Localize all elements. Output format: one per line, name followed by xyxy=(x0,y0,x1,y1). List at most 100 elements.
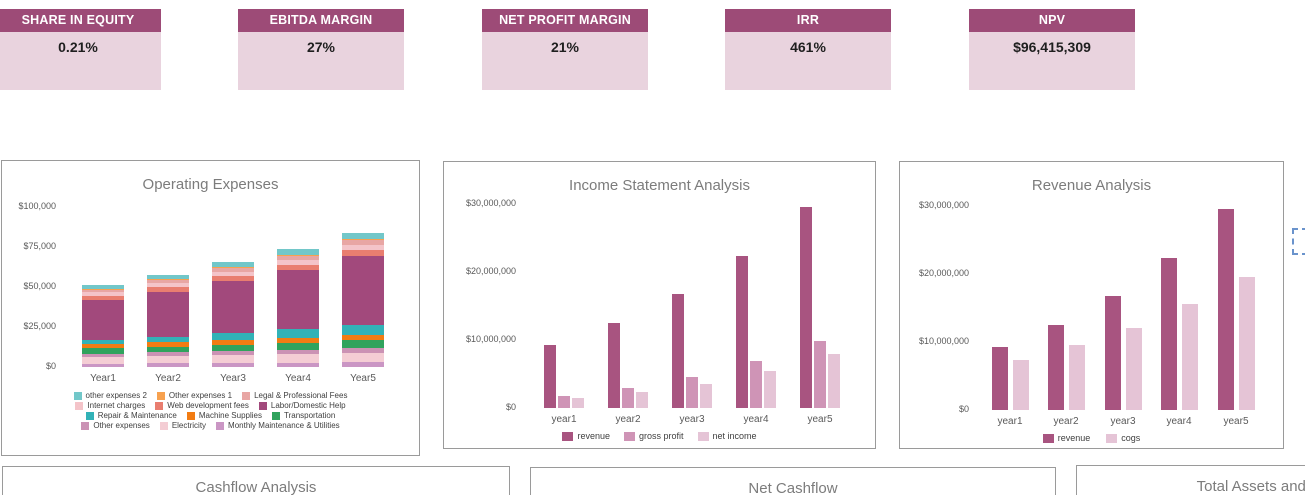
legend-item: Other expenses xyxy=(81,421,150,430)
bar xyxy=(686,377,698,408)
legend-label: Monthly Maintenance & Utilities xyxy=(228,421,340,430)
bar-segment xyxy=(277,337,319,343)
legend-item: Labor/Domestic Help xyxy=(258,401,346,410)
legend-label: cogs xyxy=(1121,433,1141,443)
y-tick-label: $30,000,000 xyxy=(465,198,516,208)
chart-operating-expenses[interactable]: Operating Expenses $100,000 $75,000 $50,00… xyxy=(1,160,420,456)
bar-segment xyxy=(342,334,384,340)
legend-label: Internet charges xyxy=(87,401,146,410)
bar-segment xyxy=(342,233,384,239)
bar-segment xyxy=(82,357,124,364)
legend-swatch-icon xyxy=(156,391,165,400)
x-axis-label: year5 xyxy=(1223,416,1249,427)
legend-item: revenue xyxy=(1042,433,1090,443)
chart-net-cashflow[interactable]: Net Cashflow xyxy=(530,467,1056,495)
bar-segment xyxy=(342,324,384,335)
kpi-card-npv[interactable]: NPV $96,415,309 xyxy=(969,9,1135,90)
kpi-title-net-profit-margin: NET PROFIT MARGIN xyxy=(482,9,648,32)
chart-cashflow-analysis[interactable]: Cashflow Analysis xyxy=(2,466,510,495)
y-tick-label: $50,000 xyxy=(23,281,56,291)
bar-segment xyxy=(147,278,189,280)
legend-label: net income xyxy=(712,431,757,441)
legend-item: net income xyxy=(697,431,757,441)
legend-swatch-icon xyxy=(186,411,195,420)
legend-item: Machine Supplies xyxy=(186,411,262,420)
legend-swatch-icon xyxy=(562,431,574,441)
bar-segment xyxy=(82,344,124,349)
legend-label: Labor/Domestic Help xyxy=(270,401,346,410)
legend-label: Machine Supplies xyxy=(198,411,262,420)
selection-outline xyxy=(1292,228,1305,255)
legend-item: revenue xyxy=(562,431,610,441)
legend: other expenses 2 Other expenses 1 Legal & … xyxy=(2,391,419,430)
kpi-card-net-profit-margin[interactable]: NET PROFIT MARGIN 21% xyxy=(482,9,648,90)
chart-income-statement-analysis[interactable]: Income Statement Analysis $30,000,000 $20… xyxy=(443,161,876,449)
x-axis-label: year1 xyxy=(551,414,577,425)
kpi-value-npv: $96,415,309 xyxy=(1013,39,1091,55)
legend-swatch-icon xyxy=(623,431,635,441)
legend-label: Other expenses xyxy=(93,421,150,430)
kpi-title-irr: IRR xyxy=(725,9,891,32)
bar xyxy=(636,392,648,408)
bar-segment xyxy=(82,295,124,301)
bar-segment xyxy=(82,288,124,290)
legend-item: Web development fees xyxy=(155,401,249,410)
legend-item: Monthly Maintenance & Utilities xyxy=(216,421,340,430)
legend-label: Web development fees xyxy=(167,401,249,410)
kpi-title-share-in-equity: SHARE IN EQUITY xyxy=(0,9,161,32)
bar-segment xyxy=(212,262,254,267)
bar-segment xyxy=(342,362,384,367)
kpi-card-irr[interactable]: IRR 461% xyxy=(725,9,891,90)
bar-segment xyxy=(212,350,254,356)
legend-swatch-icon xyxy=(1042,433,1054,443)
legend-label: other expenses 2 xyxy=(85,391,147,400)
y-tick-label: $30,000,000 xyxy=(918,200,969,210)
bar-stack xyxy=(82,284,124,367)
bar-stack xyxy=(277,249,319,367)
chart-title-net-cashflow: Net Cashflow xyxy=(748,480,838,495)
kpi-title-ebitda-margin: EBITDA MARGIN xyxy=(238,9,404,32)
bar-segment xyxy=(147,283,189,287)
legend-swatch-icon xyxy=(1106,433,1118,443)
legend-item: gross profit xyxy=(623,431,684,441)
bar xyxy=(700,384,712,408)
chart-title-cashflow-analysis: Cashflow Analysis xyxy=(195,479,317,495)
bar xyxy=(1239,277,1255,410)
bar xyxy=(544,345,556,408)
kpi-title-npv: NPV xyxy=(969,9,1135,32)
bar xyxy=(1105,296,1121,410)
bar-segment xyxy=(147,346,189,353)
bar-segment xyxy=(147,356,189,364)
y-tick-label: $10,000,000 xyxy=(465,334,516,344)
kpi-card-ebitda-margin[interactable]: EBITDA MARGIN 27% xyxy=(238,9,404,90)
legend-label: Transportation xyxy=(284,411,336,420)
x-axis-label: Year2 xyxy=(155,373,181,384)
chart-revenue-analysis[interactable]: Revenue Analysis $30,000,000 $20,000,000 $… xyxy=(899,161,1284,449)
x-axis-label: Year1 xyxy=(90,373,116,384)
y-tick-label: $10,000,000 xyxy=(918,336,969,346)
bar xyxy=(1069,345,1085,410)
bar-segment xyxy=(212,355,254,363)
legend-row: other expenses 2 Other expenses 1 Legal & … xyxy=(73,391,347,400)
x-axis-label: Year4 xyxy=(285,373,311,384)
bar xyxy=(814,341,826,408)
bar-segment xyxy=(82,300,124,340)
chart-total-assets-total-liabilities[interactable]: Total Assets and Total Liabilities xyxy=(1076,465,1305,495)
kpi-card-share-in-equity[interactable]: SHARE IN EQUITY 0.21% xyxy=(0,9,161,90)
bar-segment xyxy=(212,275,254,282)
bar-segment xyxy=(212,344,254,351)
legend-swatch-icon xyxy=(81,421,90,430)
bar-segment xyxy=(147,336,189,343)
bar-segment xyxy=(342,347,384,353)
legend-item: Other expenses 1 xyxy=(156,391,232,400)
bar-segment xyxy=(82,284,124,289)
bar xyxy=(828,354,840,408)
bar xyxy=(1182,304,1198,410)
legend: revenue cogs xyxy=(900,433,1283,443)
kpi-value-net-profit-margin: 21% xyxy=(550,39,580,55)
bar-segment xyxy=(82,292,124,296)
bar xyxy=(622,388,634,408)
bar-segment xyxy=(212,266,254,269)
x-axis-label: year4 xyxy=(743,414,769,425)
bar-segment xyxy=(212,281,254,334)
